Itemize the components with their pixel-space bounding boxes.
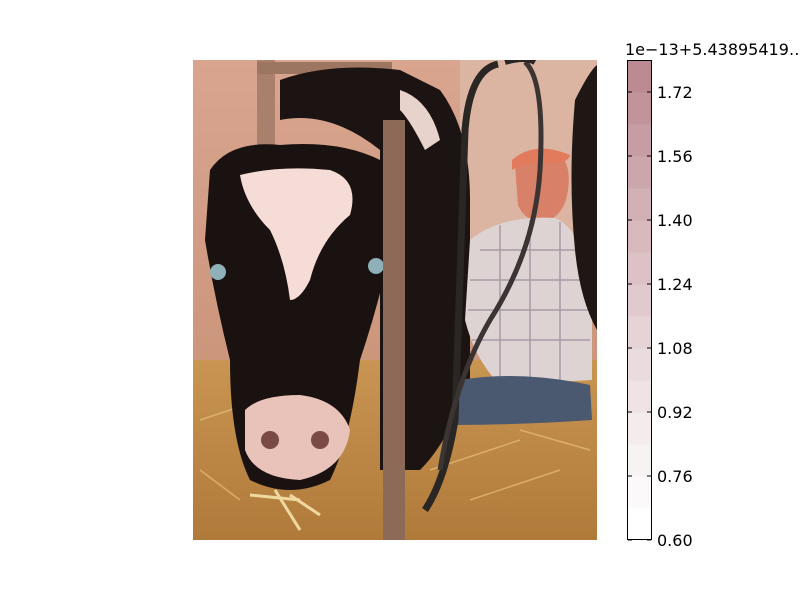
colorbar-tick-label: 1.24 (657, 275, 693, 294)
colorbar-tick-label: 1.08 (657, 339, 693, 358)
colorbar-band (628, 380, 652, 413)
colorbar-band (628, 60, 652, 93)
colorbar-band (628, 252, 652, 285)
colorbar-band (628, 220, 652, 253)
colorbar-tick-label: 0.92 (657, 403, 693, 422)
colorbar-band (628, 188, 652, 221)
colorbar-band (628, 124, 652, 157)
colorbar-tick-label: 0.60 (657, 531, 693, 550)
colorbar-tick-label: 1.56 (657, 147, 693, 166)
colorbar-band (628, 92, 652, 125)
colorbar-band (628, 444, 652, 477)
colorbar-band (628, 316, 652, 349)
colorbar: 0.60 0.76 0.92 1.08 1.24 1.40 1.56 1.72 1e−13+5… (625, 40, 800, 550)
colorbar-outline (627, 60, 652, 540)
colorbar-band (628, 508, 652, 541)
colorbar-band (628, 412, 652, 445)
colorbar-tick-label: 0.76 (657, 467, 693, 486)
photo-image (193, 60, 597, 540)
colorbar-band (628, 476, 652, 509)
colorbar-band (628, 156, 652, 189)
colorbar-bands (628, 60, 652, 541)
colorbar-tick-label: 1.40 (657, 211, 693, 230)
colorbar-band (628, 348, 652, 381)
colorbar-band (628, 284, 652, 317)
colorbar-ticks: 0.60 0.76 0.92 1.08 1.24 1.40 1.56 1.72 (628, 83, 693, 550)
colorbar-offset-text: 1e−13+5.43895419… (625, 40, 800, 59)
colorbar-tick-label: 1.72 (657, 83, 693, 102)
